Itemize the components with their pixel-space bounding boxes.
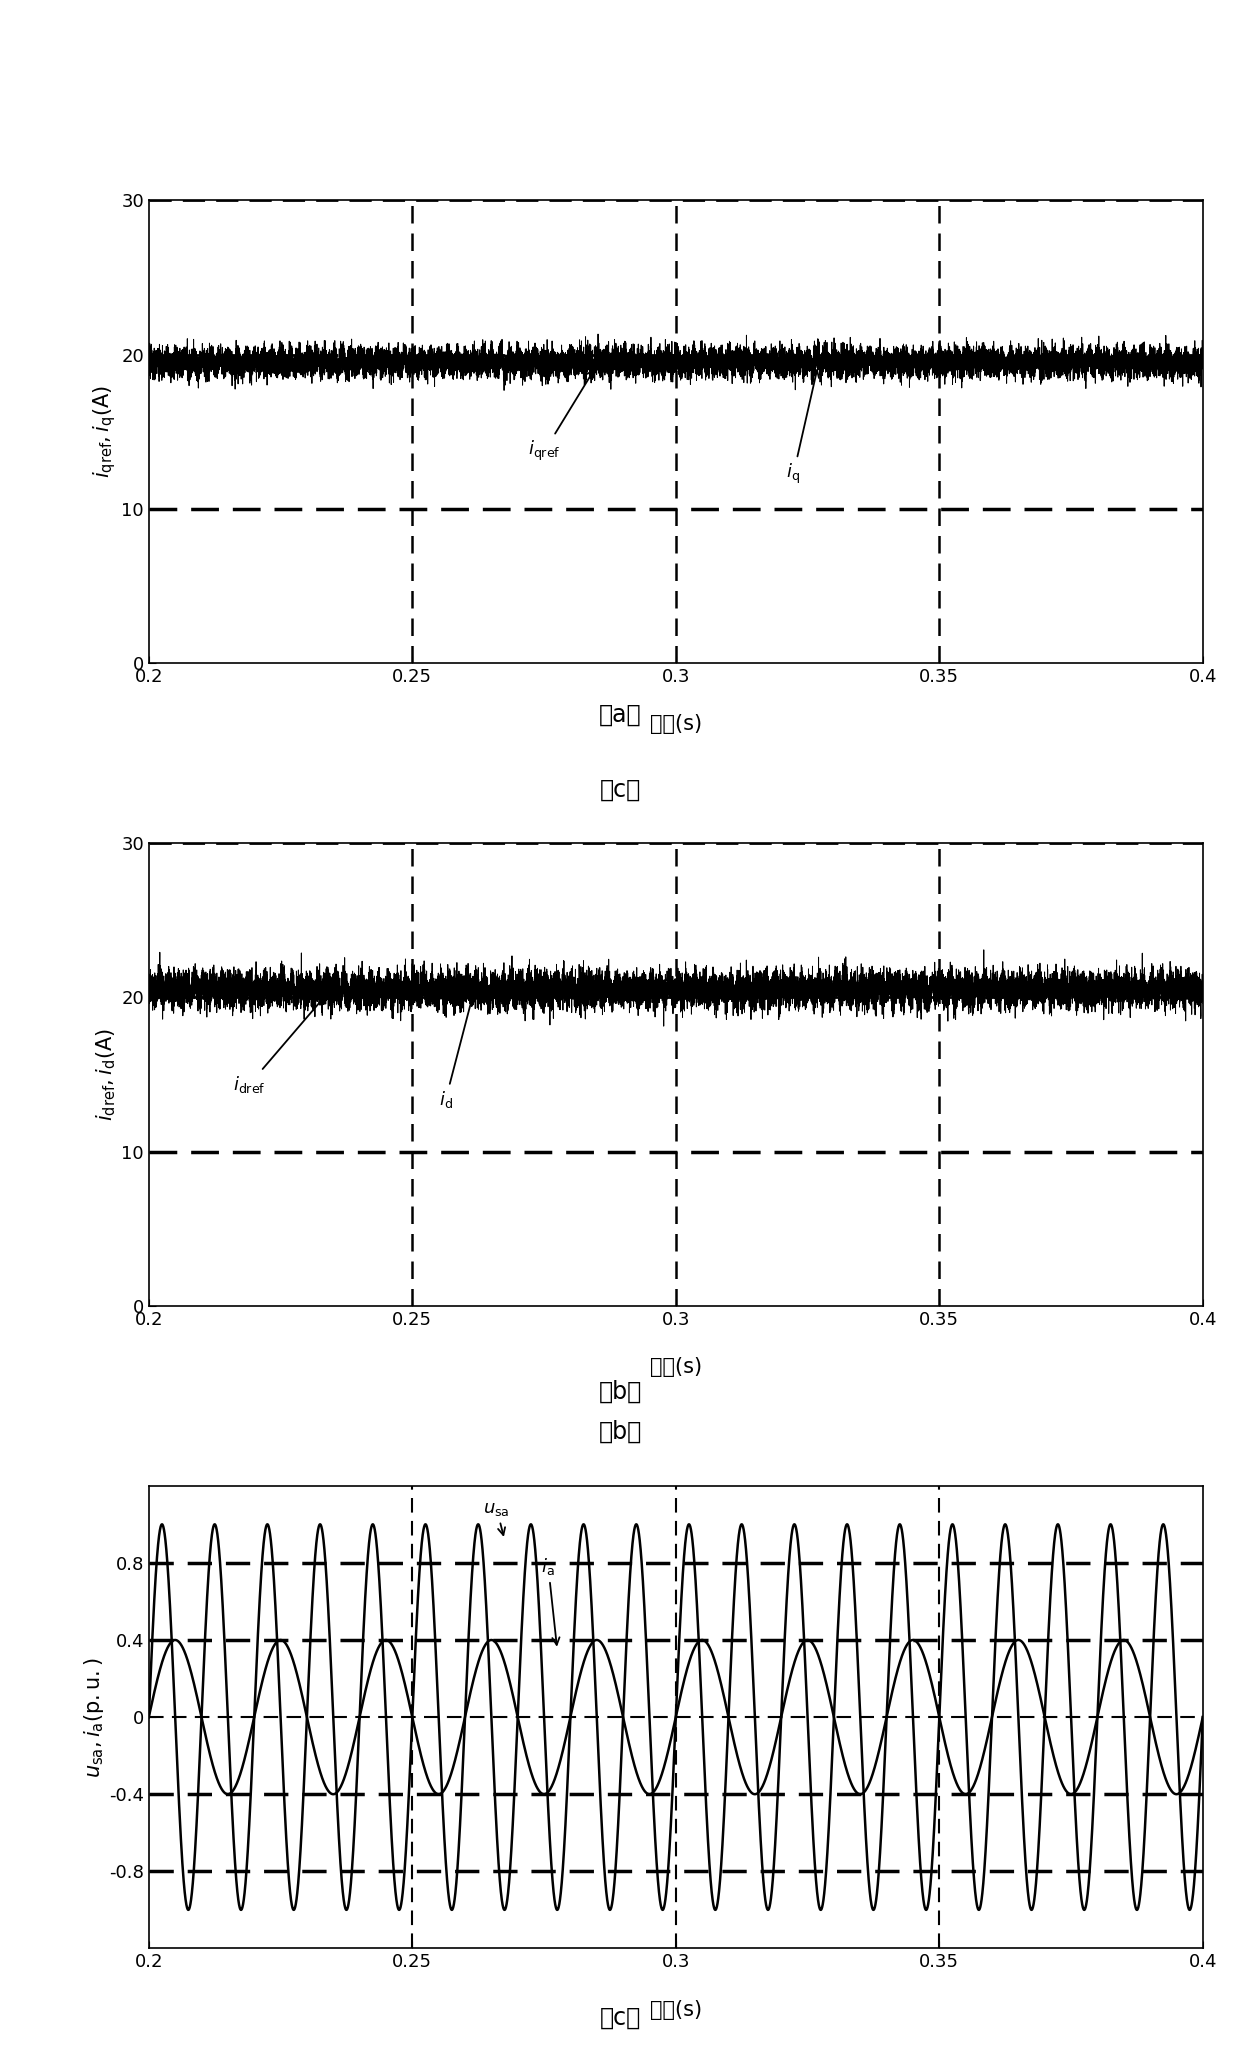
Y-axis label: $i_{\rm qref},i_{\rm q}{\rm (A)}$: $i_{\rm qref},i_{\rm q}{\rm (A)}$: [92, 386, 118, 478]
Text: （c）: （c）: [599, 777, 641, 802]
Text: $i_{\rm a}$: $i_{\rm a}$: [542, 1557, 559, 1645]
Text: （b）: （b）: [599, 1380, 641, 1403]
Text: $i_{\rm qref}$: $i_{\rm qref}$: [528, 369, 594, 464]
Y-axis label: $u_{\rm sa},i_{\rm a}{\rm (p.u.)}$: $u_{\rm sa},i_{\rm a}{\rm (p.u.)}$: [82, 1657, 107, 1778]
Text: （c）: （c）: [599, 2006, 641, 2028]
Text: $i_{\rm dref}$: $i_{\rm dref}$: [233, 997, 325, 1095]
Text: $u_{\rm sa}$: $u_{\rm sa}$: [484, 1499, 510, 1534]
Text: （b）: （b）: [599, 1419, 641, 1444]
Y-axis label: $i_{\rm dref},i_{\rm d}{\rm (A)}$: $i_{\rm dref},i_{\rm d}{\rm (A)}$: [94, 1028, 118, 1122]
Text: $i_{\rm d}$: $i_{\rm d}$: [439, 991, 476, 1110]
Text: 时间(s): 时间(s): [650, 2000, 702, 2020]
Text: 时间(s): 时间(s): [650, 1358, 702, 1376]
Text: $i_{\rm q}$: $i_{\rm q}$: [786, 369, 818, 486]
Text: 时间(s): 时间(s): [650, 714, 702, 734]
Text: （a）: （a）: [599, 703, 641, 726]
